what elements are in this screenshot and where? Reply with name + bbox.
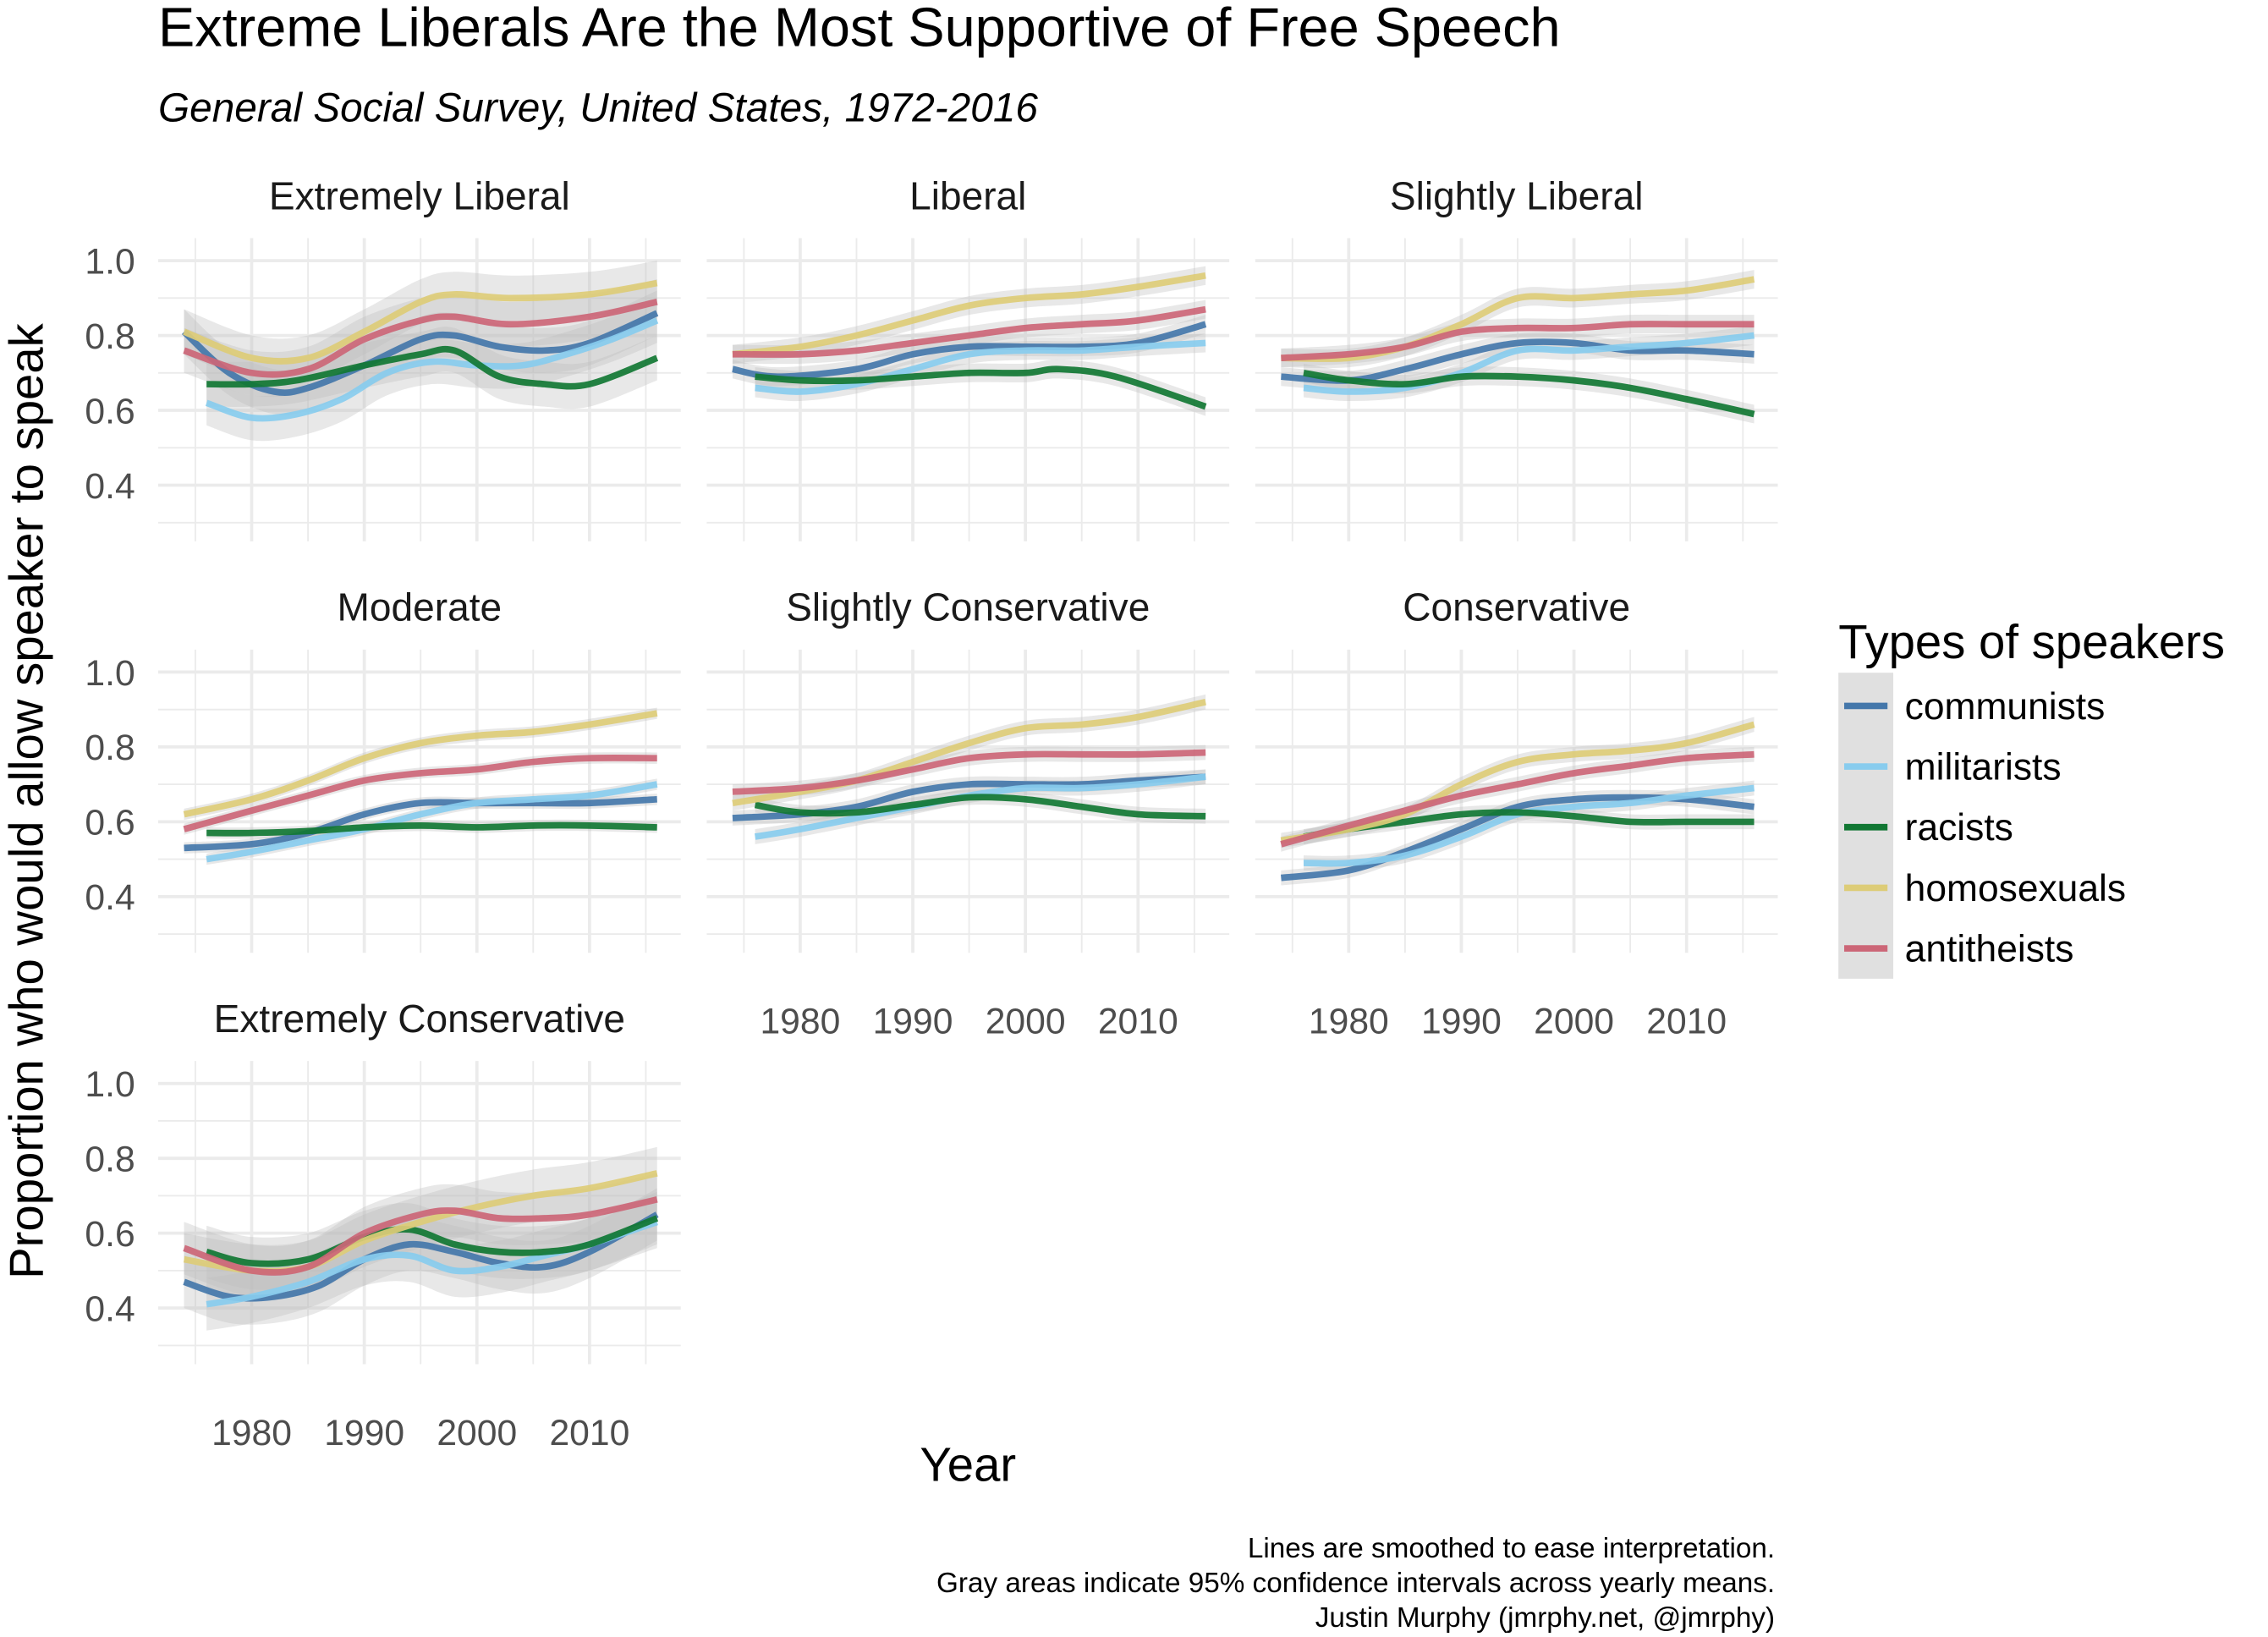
series-line-homosexuals	[1280, 721, 1755, 844]
x-tick-label: 1980	[211, 1413, 292, 1453]
series-line-militarists	[206, 781, 658, 863]
x-tick-label: 2010	[1098, 1002, 1178, 1042]
series-line-racists	[206, 821, 657, 837]
caption-line: Justin Murphy (jmrphy.net, @jmrphy)	[1315, 1602, 1775, 1634]
x-tick-label: 2010	[549, 1413, 629, 1453]
x-tick-label: 2010	[1646, 1002, 1727, 1042]
y-tick-label: 0.4	[85, 1288, 135, 1329]
facet-label: Liberal	[909, 173, 1026, 217]
series-line-antitheists	[1281, 321, 1755, 362]
series-line-racists	[206, 345, 659, 390]
legend-label: antitheists	[1905, 928, 2074, 970]
series-line-communists	[181, 310, 659, 397]
facet-panel: Conservative 1980 1990 2000 2010	[1255, 585, 1778, 1042]
series-line-communists	[184, 795, 657, 852]
series-line-homosexuals	[732, 272, 1206, 358]
x-axis-title: Year	[920, 1438, 1016, 1491]
legend: Types of speakers communists militarists r…	[1838, 615, 2225, 979]
y-tick-label: 1.0	[85, 241, 135, 282]
confidence-band-homosexuals	[184, 707, 657, 821]
y-tick-label: 1.0	[85, 1064, 135, 1105]
caption: Lines are smoothed to ease interpretatio…	[936, 1533, 1775, 1634]
facet-panel: Extremely Conservative 0.4 0.6 0.8 1.0 1980 19…	[85, 997, 681, 1453]
facet-panel: Extremely Liberal 0.4 0.6 0.8 1.0	[85, 173, 681, 541]
confidence-band-racists	[1303, 805, 1755, 844]
y-tick-label: 1.0	[85, 653, 135, 694]
facet-panel: Slightly Conservative 1980 1990 2000 2010	[706, 585, 1230, 1042]
facet-label: Extremely Liberal	[269, 173, 570, 217]
legend-label: communists	[1905, 686, 2106, 728]
y-tick-label: 0.6	[85, 803, 135, 843]
facet-panel: Slightly Liberal	[1255, 173, 1778, 541]
series-line-antitheists	[1280, 750, 1755, 848]
series-line-homosexuals	[183, 279, 658, 365]
series-line-antitheists	[183, 1196, 658, 1276]
y-tick-label: 0.4	[85, 877, 135, 918]
facet-panel: Moderate 0.4 0.6 0.8 1.0	[85, 585, 681, 953]
y-axis-title: Proportion who would allow speaker to sp…	[0, 322, 52, 1279]
confidence-band-racists	[206, 327, 657, 409]
facet-label: Moderate	[338, 585, 502, 629]
y-tick-label: 0.8	[85, 316, 135, 357]
legend-label: militarists	[1905, 746, 2062, 788]
facet-panel: Liberal	[706, 173, 1230, 541]
facet-label: Slightly Liberal	[1390, 173, 1644, 217]
facet-label: Slightly Conservative	[786, 585, 1150, 629]
x-tick-label: 1990	[1421, 1002, 1502, 1042]
series-line-antitheists	[732, 305, 1206, 358]
chart-subtitle: General Social Survey, United States, 19…	[158, 85, 1038, 130]
legend-label: racists	[1905, 807, 2013, 849]
series-line-racists	[755, 365, 1207, 410]
series-line-antitheists	[183, 299, 658, 378]
x-tick-label: 1980	[760, 1002, 840, 1042]
x-tick-label: 2000	[1534, 1002, 1614, 1042]
series-line-homosexuals	[1281, 276, 1755, 362]
legend-title: Types of speakers	[1838, 615, 2225, 668]
caption-line: Gray areas indicate 95% confidence inter…	[936, 1568, 1775, 1599]
series-line-communists	[1281, 338, 1755, 384]
confidence-band-racists	[1303, 363, 1755, 424]
y-tick-label: 0.4	[85, 466, 135, 507]
series-line-racists	[1303, 369, 1755, 418]
confidence-band-antitheists	[732, 744, 1206, 799]
x-tick-label: 1980	[1309, 1002, 1389, 1042]
series-line-antitheists	[183, 755, 657, 832]
facet-label: Extremely Conservative	[214, 997, 625, 1041]
series-line-homosexuals	[183, 710, 658, 818]
x-tick-label: 1990	[324, 1413, 404, 1453]
caption-line: Lines are smoothed to ease interpretatio…	[1248, 1533, 1775, 1564]
panels: Extremely Liberal 0.4 0.6 0.8 1.0 Liberal Slig…	[85, 173, 1778, 1453]
x-tick-label: 2000	[437, 1413, 517, 1453]
facet-label: Conservative	[1403, 585, 1630, 629]
legend-label: homosexuals	[1905, 868, 2126, 909]
series-line-racists	[754, 794, 1206, 820]
series-line-militarists	[205, 317, 659, 422]
series-line-militarists	[755, 339, 1206, 395]
y-tick-label: 0.6	[85, 1214, 135, 1255]
y-tick-label: 0.6	[85, 391, 135, 431]
series-line-racists	[206, 1215, 659, 1267]
x-tick-label: 2000	[986, 1002, 1066, 1042]
series-line-militarists	[1303, 332, 1755, 395]
series-line-communists	[183, 1211, 659, 1302]
chart-title: Extreme Liberals Are the Most Supportive…	[158, 0, 1561, 58]
y-tick-label: 0.8	[85, 728, 135, 768]
y-tick-label: 0.8	[85, 1140, 135, 1180]
x-tick-label: 1990	[873, 1002, 953, 1042]
series-line-antitheists	[732, 749, 1206, 795]
confidence-band-antitheists	[1281, 314, 1755, 368]
